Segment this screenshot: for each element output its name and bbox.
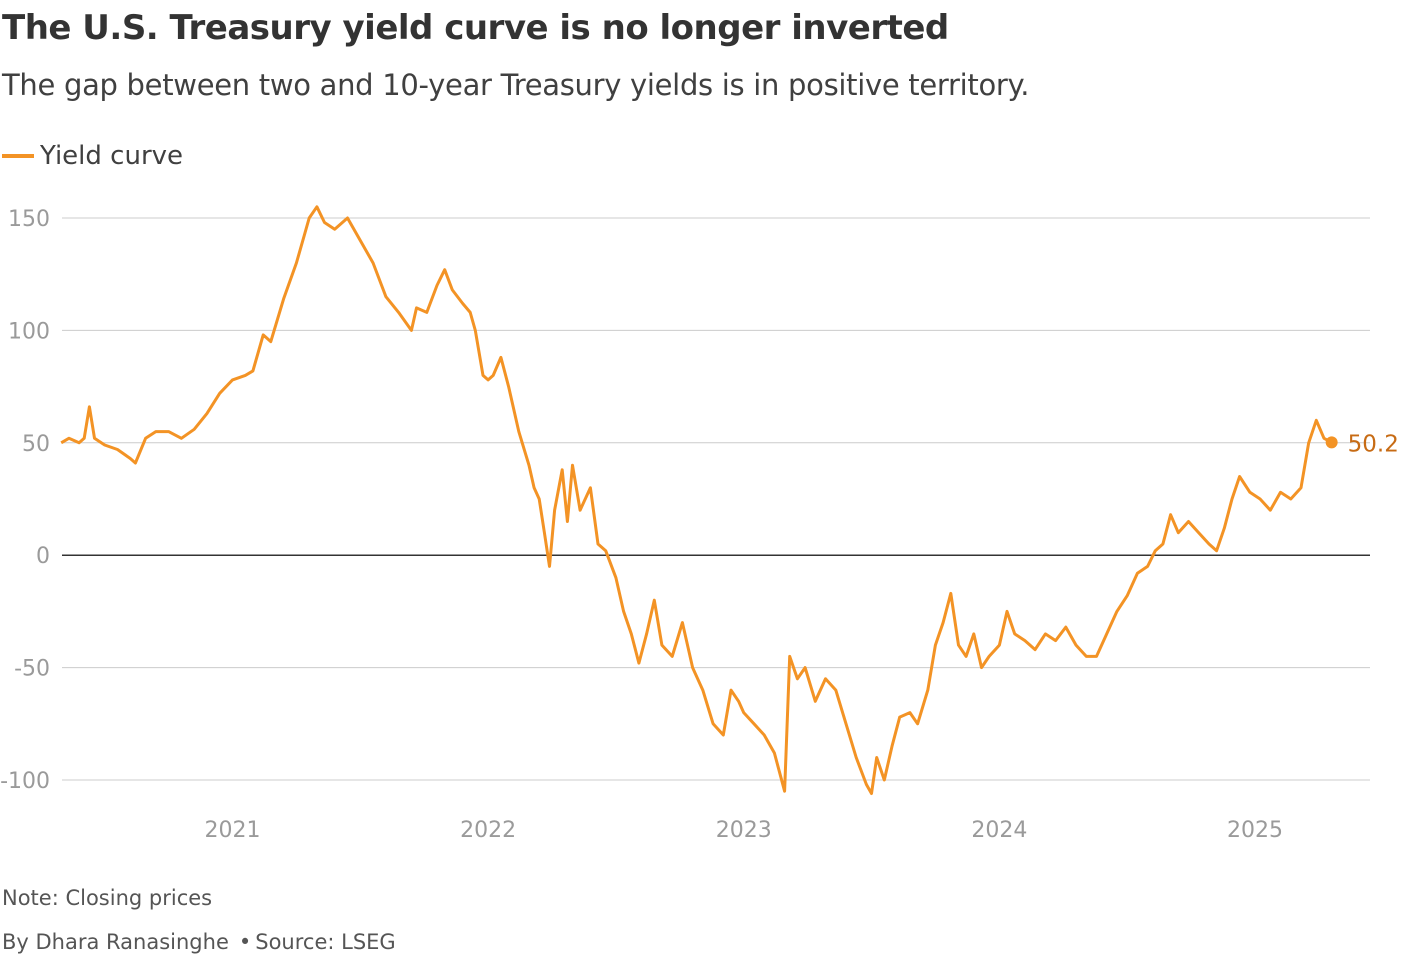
y-tick-label: 50 [22, 432, 50, 457]
x-tick-label: 2024 [971, 818, 1027, 843]
legend-label: Yield curve [40, 141, 184, 171]
y-tick-label: 150 [8, 207, 50, 232]
last-value-label: 50.2 [1348, 431, 1399, 457]
y-tick-label: 100 [8, 319, 50, 344]
chart-title: The U.S. Treasury yield curve is no long… [2, 8, 949, 48]
y-axis-labels: 150 100 50 0 -50 -100 [0, 207, 50, 794]
credit-line: By Dhara Ranasinghe • Source: LSEG [2, 930, 396, 954]
x-tick-label: 2023 [716, 818, 772, 843]
legend-swatch [2, 154, 34, 158]
x-tick-label: 2025 [1227, 818, 1283, 843]
chart-note: Note: Closing prices [2, 886, 213, 910]
x-axis-labels: 2021 2022 2023 2024 2025 [204, 818, 1282, 843]
x-tick-label: 2022 [460, 818, 516, 843]
yield-curve-chart: 150 100 50 0 -50 -100 2021 2022 2023 2024 2025 50… [0, 205, 1399, 843]
series-layer: 50.2 [60, 205, 1399, 795]
source: Source: LSEG [255, 930, 396, 954]
gridlines [62, 217, 1370, 781]
x-tick-label: 2021 [204, 818, 260, 843]
legend: Yield curve [2, 140, 183, 172]
y-tick-label: -100 [0, 769, 50, 794]
last-point-marker [1325, 436, 1338, 449]
series-line [60, 205, 1333, 795]
byline: By Dhara Ranasinghe [2, 930, 229, 954]
chart-subtitle: The gap between two and 10-year Treasury… [2, 68, 1030, 102]
y-tick-label: -50 [14, 657, 50, 682]
y-tick-label: 0 [36, 544, 50, 569]
separator: • [238, 930, 252, 954]
